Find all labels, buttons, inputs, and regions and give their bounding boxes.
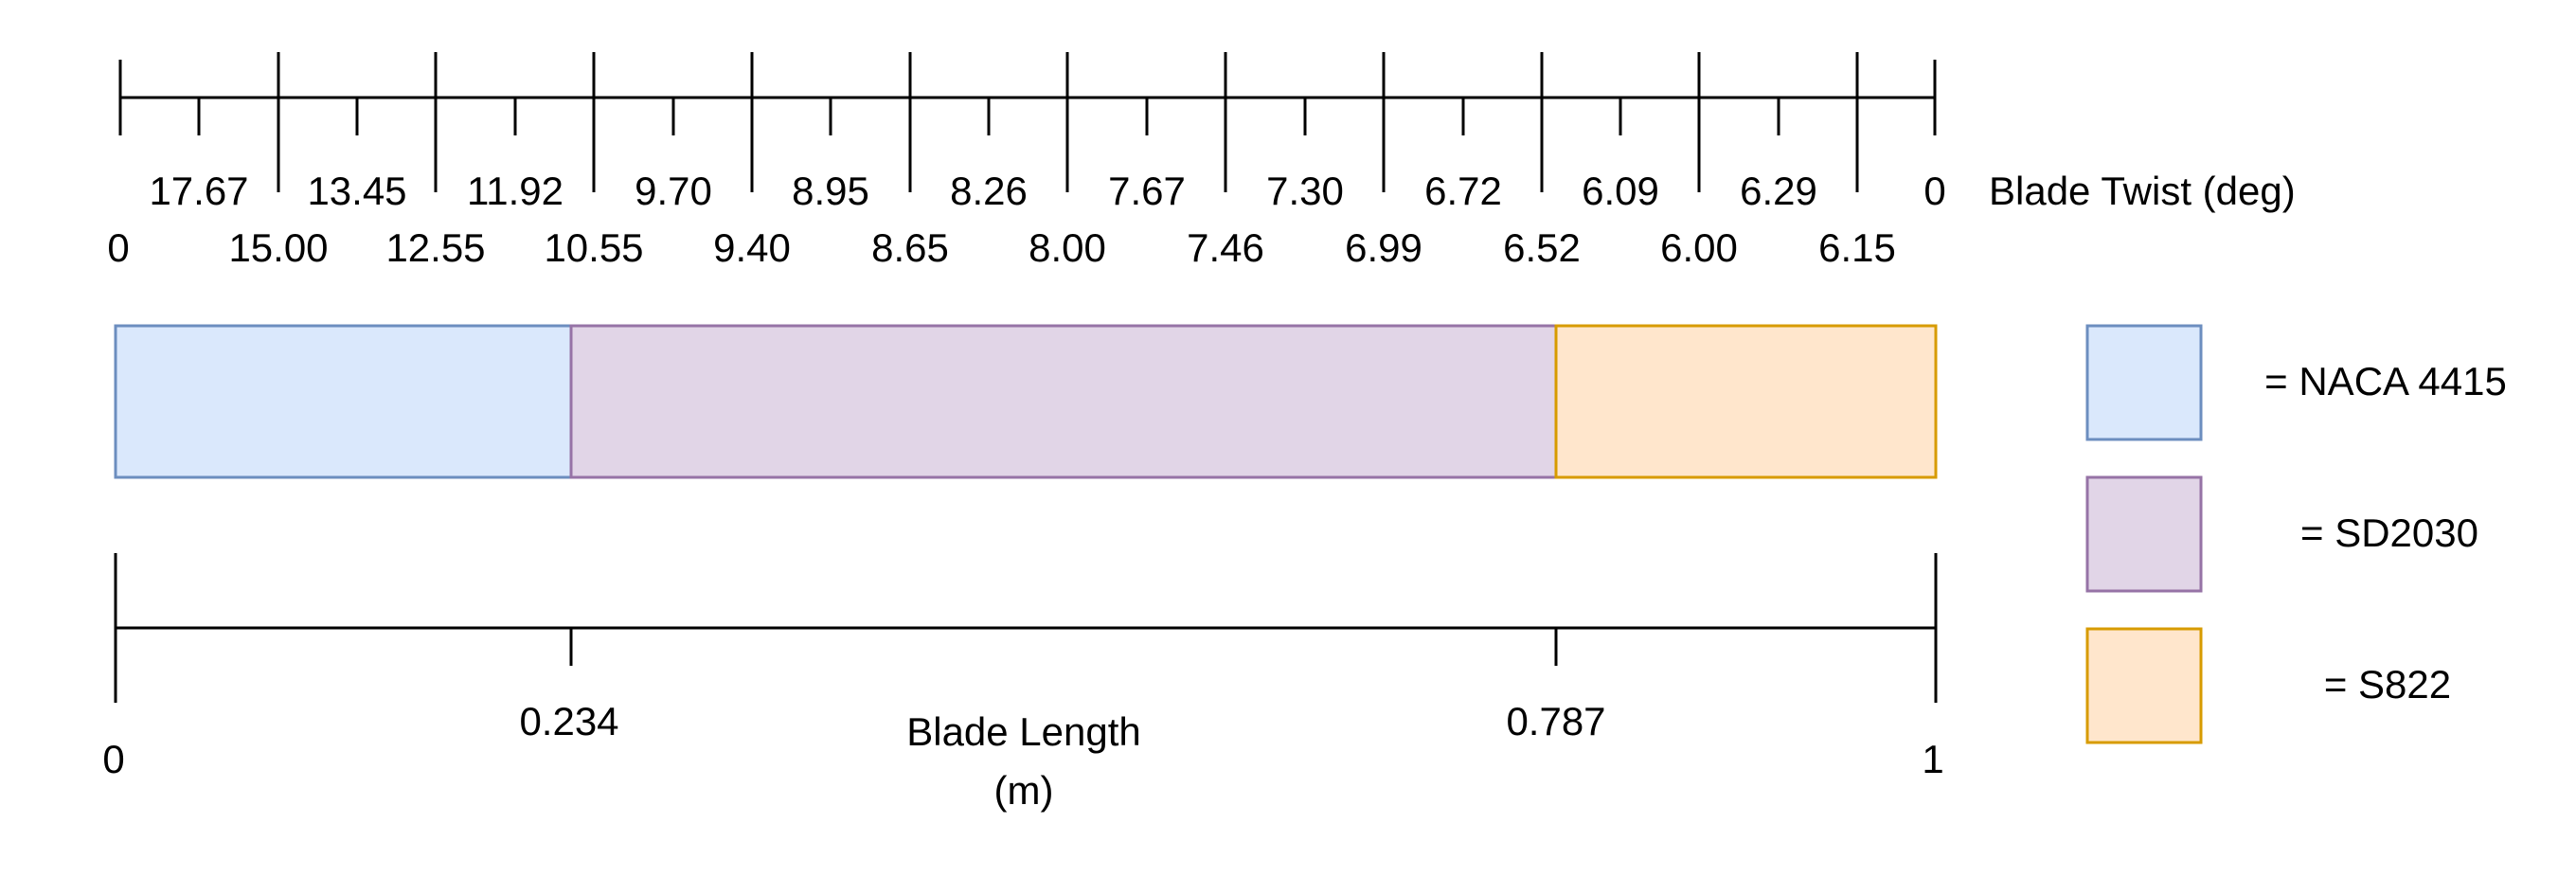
twist-lower-label: 6.99 xyxy=(1345,225,1422,270)
length-scale xyxy=(114,553,1938,703)
twist-upper-label: 9.70 xyxy=(635,169,712,213)
length-tick-label: 0.787 xyxy=(1506,699,1605,743)
legend-swatch-naca-4415 xyxy=(2085,324,2203,441)
twist-upper-label: 8.26 xyxy=(950,169,1028,213)
legend-swatch-sd2030 xyxy=(2085,475,2203,593)
length-tick-label: 0.234 xyxy=(519,699,618,743)
twist-lower-label: 8.00 xyxy=(1029,225,1106,270)
twist-lower-label: 8.65 xyxy=(871,225,949,270)
twist-upper-label: 6.72 xyxy=(1424,169,1502,213)
length-title-line2: (m) xyxy=(994,768,1054,813)
twist-lower-labels: 0 15.00 12.55 10.55 9.40 8.65 8.00 7.46 … xyxy=(107,225,1896,270)
length-tick-labels: 0 0.234 0.787 1 xyxy=(102,699,1943,781)
twist-lower-label: 15.00 xyxy=(228,225,328,270)
length-title-line1: Blade Length xyxy=(906,709,1141,754)
twist-scale xyxy=(118,52,1937,192)
twist-upper-label: 6.29 xyxy=(1740,169,1817,213)
twist-upper-label: 7.30 xyxy=(1266,169,1344,213)
blade-segment-sd2030 xyxy=(569,324,1558,479)
blade-segment-naca-4415 xyxy=(114,324,573,479)
twist-upper-label: 6.09 xyxy=(1582,169,1659,213)
legend-label-sd2030: = SD2030 xyxy=(2300,510,2478,555)
twist-upper-labels: 17.67 13.45 11.92 9.70 8.95 8.26 7.67 7.… xyxy=(149,169,1945,213)
twist-lower-label: 6.15 xyxy=(1818,225,1896,270)
twist-scale-title: Blade Twist (deg) xyxy=(1989,169,2296,213)
length-tick-label: 1 xyxy=(1922,737,1943,781)
length-tick-label: 0 xyxy=(102,737,124,781)
legend xyxy=(2085,324,2203,744)
twist-lower-label: 10.55 xyxy=(544,225,643,270)
twist-upper-label: 11.92 xyxy=(467,169,564,213)
blade-segment-s822 xyxy=(1554,324,1938,479)
blade-bar xyxy=(114,324,1938,479)
twist-lower-label: 6.00 xyxy=(1660,225,1738,270)
twist-upper-label: 0 xyxy=(1923,169,1945,213)
twist-upper-label: 17.67 xyxy=(149,169,248,213)
legend-labels: = NACA 4415 = SD2030 = S822 xyxy=(2264,359,2507,707)
twist-lower-label: 0 xyxy=(107,225,129,270)
length-scale-title: Blade Length (m) xyxy=(906,709,1141,813)
twist-upper-label: 7.67 xyxy=(1108,169,1186,213)
twist-lower-label: 7.46 xyxy=(1187,225,1264,270)
legend-label-s822: = S822 xyxy=(2324,662,2451,707)
twist-lower-label: 9.40 xyxy=(713,225,791,270)
twist-upper-label: 8.95 xyxy=(792,169,869,213)
twist-lower-label: 6.52 xyxy=(1503,225,1581,270)
twist-upper-label: 13.45 xyxy=(307,169,406,213)
legend-label-naca-4415: = NACA 4415 xyxy=(2264,359,2507,403)
legend-swatch-s822 xyxy=(2085,627,2203,744)
twist-lower-label: 12.55 xyxy=(385,225,485,270)
